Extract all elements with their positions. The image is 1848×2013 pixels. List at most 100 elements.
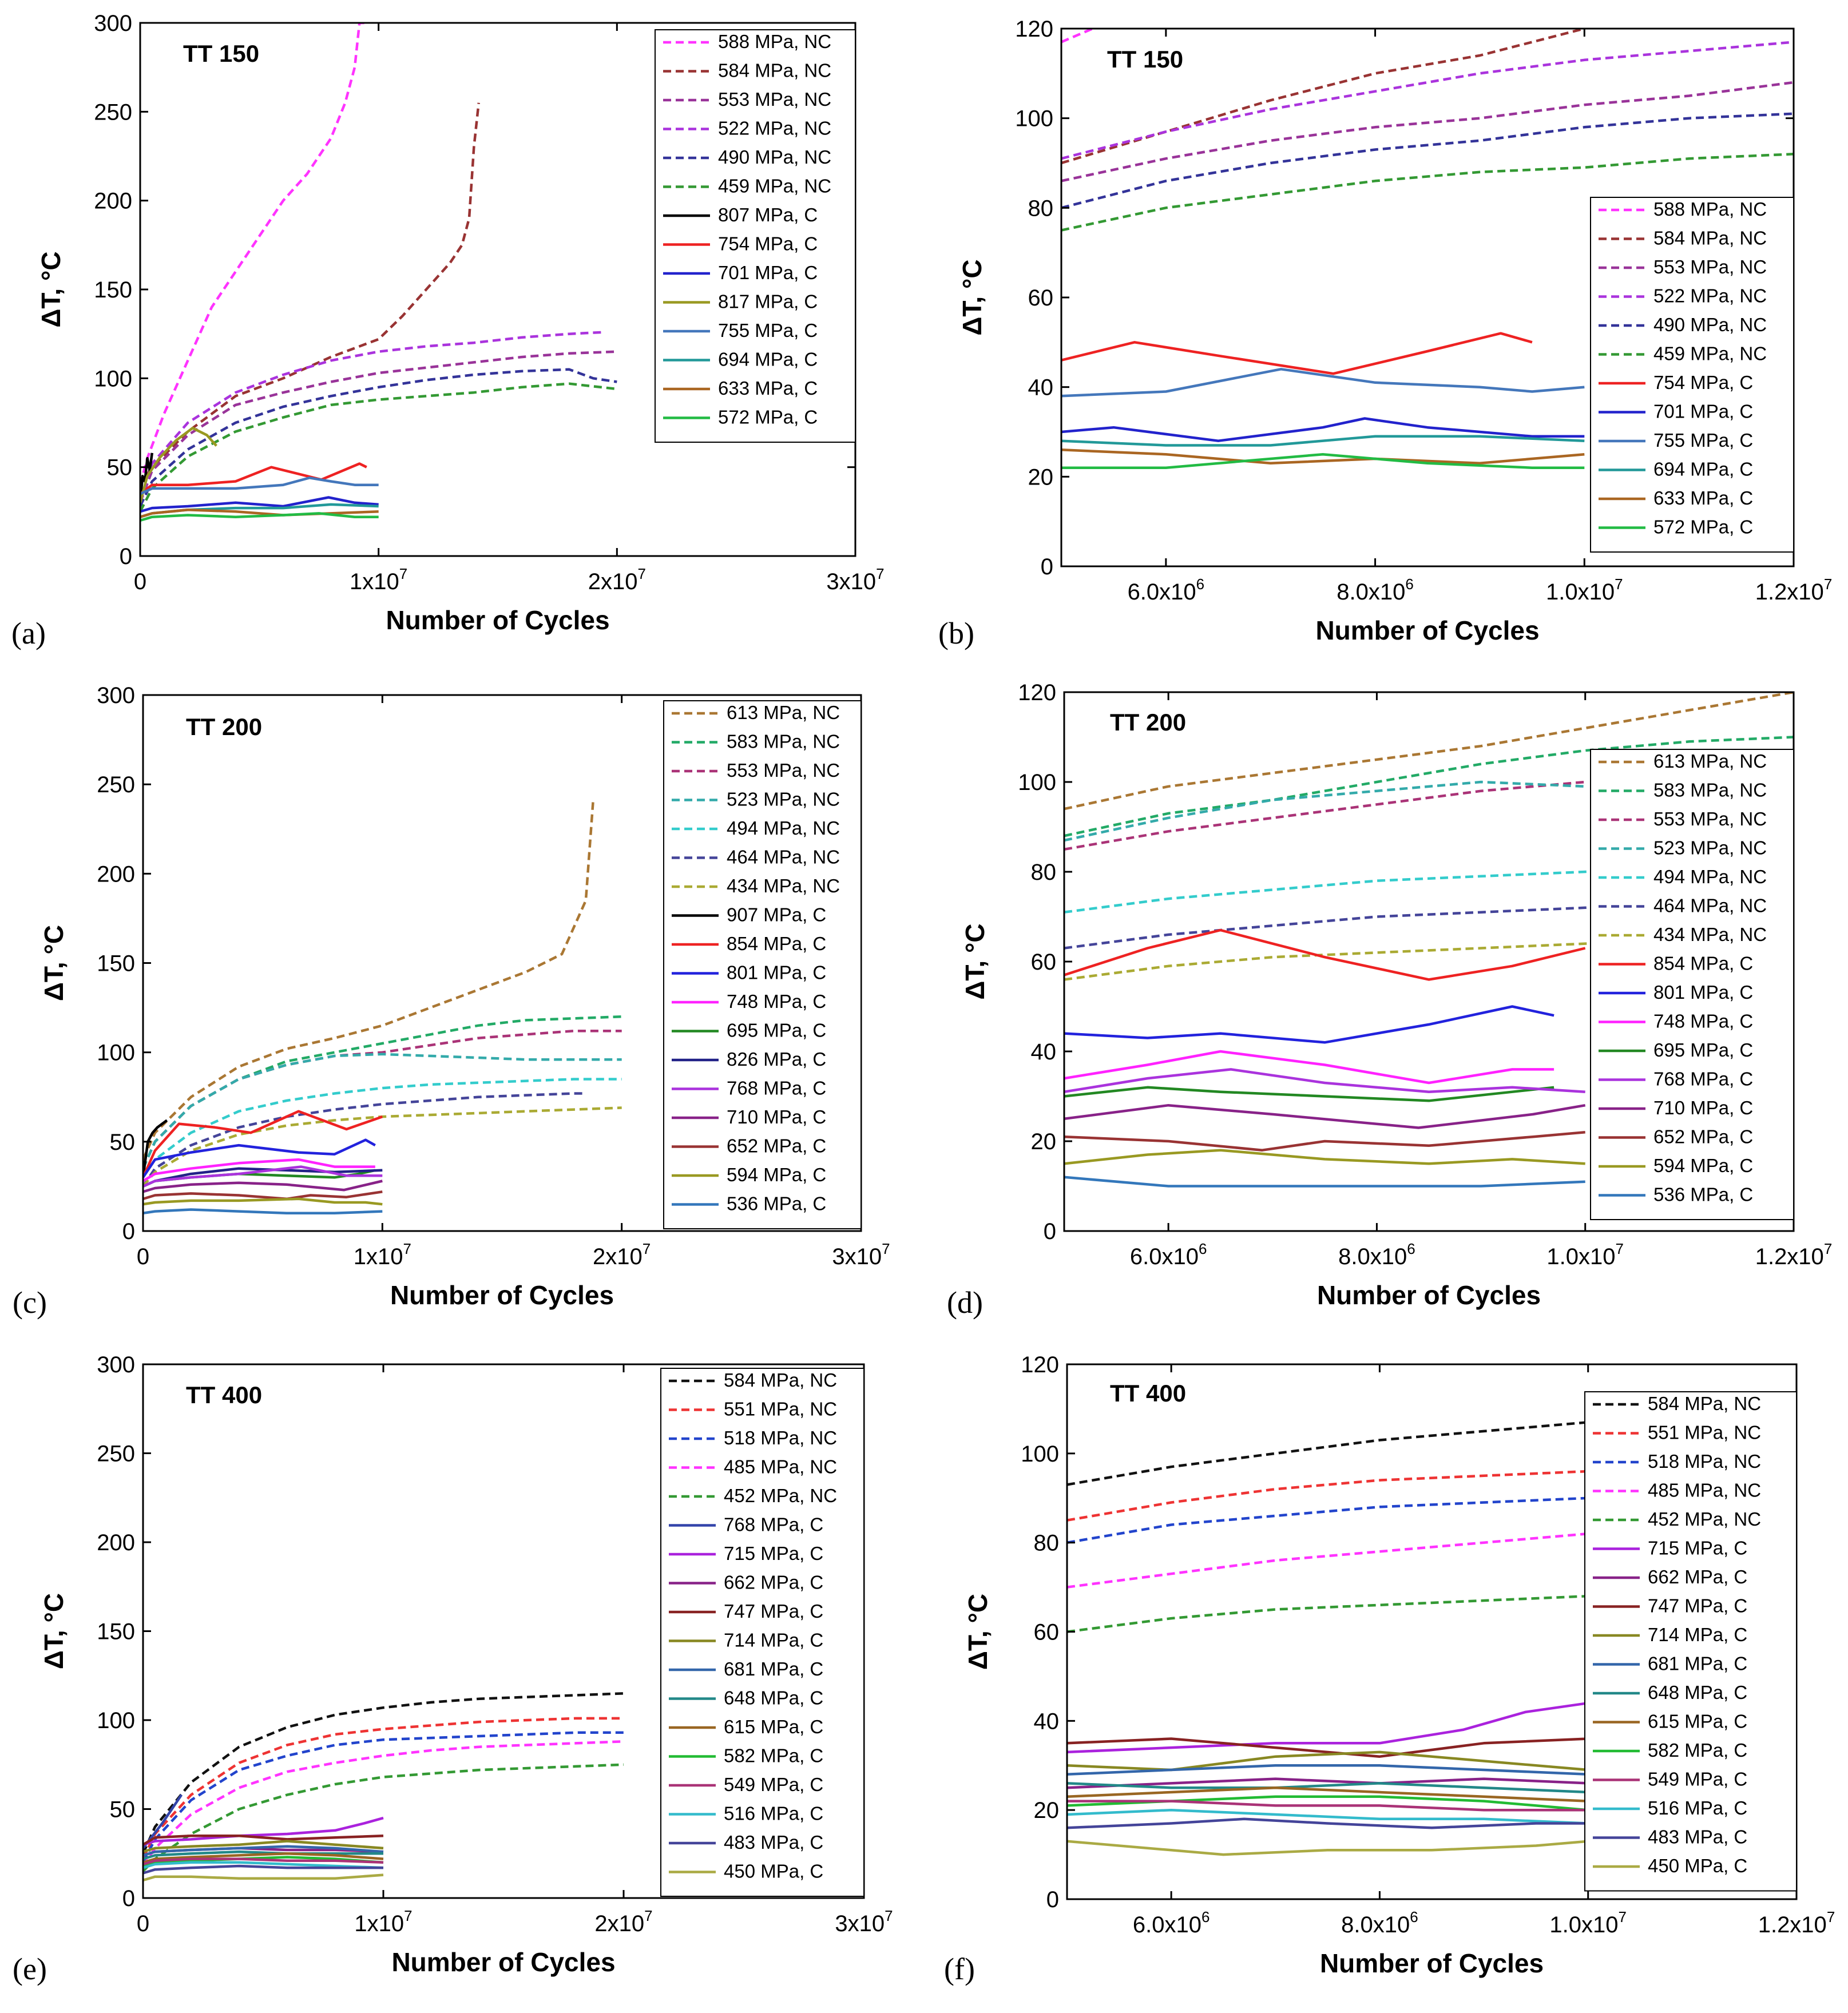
y-tick-label: 300 — [97, 683, 135, 708]
legend-entry: 681 MPa, C — [1648, 1653, 1747, 1674]
legend-entry: 615 MPa, C — [1648, 1711, 1747, 1732]
series-line — [1061, 112, 1794, 209]
y-tick-label: 50 — [110, 1797, 136, 1823]
legend-entry: 553 MPa, NC — [727, 760, 840, 781]
series-line — [1061, 368, 1585, 398]
y-tick-label: 150 — [94, 277, 132, 303]
legend-box — [1590, 197, 1794, 553]
legend-entry: 523 MPa, NC — [727, 789, 840, 810]
legend-entry: 551 MPa, NC — [724, 1399, 837, 1420]
y-tick-label: 40 — [1028, 375, 1054, 400]
series-line — [143, 1165, 383, 1188]
series-line — [1067, 1764, 1588, 1776]
chart-panel-f: 0 20 40 60 80 100 120 6.0x106 8.0x106 1.0x107 1.2x… — [944, 1352, 1835, 1986]
series-line — [1064, 938, 1690, 981]
series-line — [143, 1864, 383, 1875]
legend-entry: 768 MPa, C — [1653, 1069, 1753, 1090]
legend-entry: 549 MPa, C — [724, 1774, 823, 1795]
legend-entry: 450 MPa, C — [1648, 1855, 1747, 1876]
y-tick-label: 100 — [1021, 1442, 1059, 1467]
legend-entry: 681 MPa, C — [724, 1658, 823, 1680]
x-axis-label: Number of Cycles — [386, 605, 609, 635]
legend-entry: 633 MPa, C — [1653, 487, 1753, 509]
series-group — [140, 23, 617, 522]
legend-entry: 648 MPa, C — [724, 1688, 823, 1709]
legend-entry: 450 MPa, C — [724, 1861, 823, 1882]
chart-panel-e: 0 50 100 150 200 250 300 0 1x107 2x107 3x107 Number… — [13, 1352, 893, 1986]
series-line — [1061, 332, 1533, 375]
series-line — [1067, 1800, 1588, 1812]
legend-entry: 817 MPa, C — [718, 291, 818, 312]
series-line — [1067, 1777, 1588, 1789]
legend-entry: 854 MPa, C — [727, 933, 826, 954]
series-line — [1067, 1808, 1588, 1825]
legend-entry: 523 MPa, NC — [1653, 837, 1767, 859]
legend-entry: 695 MPa, C — [727, 1020, 826, 1041]
legend-entry: 907 MPa, C — [727, 904, 826, 926]
y-axis-label: ΔT, °C — [36, 251, 66, 327]
x-axis-label: Number of Cycles — [1320, 1948, 1544, 1978]
series-line — [1067, 1701, 1589, 1754]
legend-entry: 714 MPa, C — [1648, 1624, 1747, 1645]
legend-entry: 572 MPa, C — [718, 407, 818, 428]
legend-entry: 701 MPa, C — [1653, 401, 1753, 422]
legend-entry: 490 MPa, NC — [1653, 314, 1767, 335]
legend: 613 MPa, NC 583 MPa, NC 553 MPa, NC 523 MPa… — [1590, 749, 1794, 1220]
series-line — [1061, 448, 1585, 465]
legend-entry: 553 MPa, NC — [1653, 808, 1767, 829]
legend-entry: 485 MPa, NC — [724, 1456, 837, 1478]
panel-label: (a) — [11, 616, 46, 650]
series-line — [1061, 417, 1585, 442]
legend-entry: 522 MPa, NC — [1653, 285, 1767, 307]
series-line — [1061, 29, 1096, 43]
legend: 588 MPa, NC 584 MPa, NC 553 MPa, NC 522 MPa… — [655, 29, 856, 443]
y-tick-label: 60 — [1031, 950, 1057, 975]
legend-entry: 584 MPa, NC — [718, 60, 831, 81]
legend-entry: 459 MPa, NC — [1653, 343, 1767, 364]
x-tick-label: 6.0x106 — [1128, 575, 1205, 605]
legend-entry: 483 MPa, C — [1648, 1827, 1747, 1848]
series-line — [1067, 1786, 1588, 1802]
series-line — [140, 462, 367, 495]
series-line — [1061, 41, 1794, 160]
legend-entry: 594 MPa, C — [727, 1164, 826, 1185]
legend-entry: 494 MPa, NC — [727, 817, 840, 839]
y-tick-label: 60 — [1034, 1620, 1060, 1645]
legend-entry: 633 MPa, C — [718, 378, 818, 399]
legend-entry: 582 MPa, C — [724, 1745, 823, 1766]
series-line — [1064, 1050, 1554, 1085]
legend-entry: 754 MPa, C — [718, 233, 818, 255]
x-tick-label: 8.0x106 — [1338, 1240, 1415, 1269]
panel-label: (d) — [947, 1285, 983, 1320]
series-line — [143, 1190, 383, 1201]
series-line — [143, 1861, 384, 1869]
series-line — [140, 496, 379, 513]
series-line — [1064, 928, 1586, 981]
y-tick-label: 120 — [1015, 17, 1053, 42]
legend-entry: 652 MPa, C — [1653, 1126, 1753, 1148]
series-line — [143, 1840, 384, 1853]
y-tick-label: 100 — [97, 1708, 135, 1733]
series-line — [143, 1816, 384, 1846]
y-tick-label: 0 — [1046, 1887, 1059, 1912]
series-line — [143, 1763, 624, 1872]
panel-title: TT 150 — [183, 40, 259, 67]
legend-entry: 594 MPa, C — [1653, 1155, 1753, 1176]
legend-entry: 807 MPa, C — [718, 204, 818, 225]
legend-entry: 652 MPa, C — [727, 1135, 826, 1157]
legend-entry: 754 MPa, C — [1653, 372, 1753, 393]
chart-panel-c: 0 50 100 150 200 250 300 0 1x107 2x107 3x107 Number… — [13, 683, 890, 1320]
series-line — [1064, 1131, 1585, 1152]
y-tick-label: 100 — [1018, 770, 1056, 795]
y-tick-label: 200 — [97, 861, 135, 887]
x-tick-label: 2x107 — [588, 565, 646, 594]
x-tick-label: 8.0x106 — [1337, 575, 1414, 605]
series-line — [1064, 692, 1794, 811]
legend-entry: 553 MPa, NC — [1653, 256, 1767, 277]
series-line — [143, 1692, 624, 1855]
legend-entry: 452 MPa, NC — [1648, 1508, 1761, 1530]
legend-entry: 434 MPa, NC — [1653, 924, 1767, 945]
series-line — [1061, 452, 1585, 469]
x-tick-label: 8.0x106 — [1341, 1908, 1418, 1937]
